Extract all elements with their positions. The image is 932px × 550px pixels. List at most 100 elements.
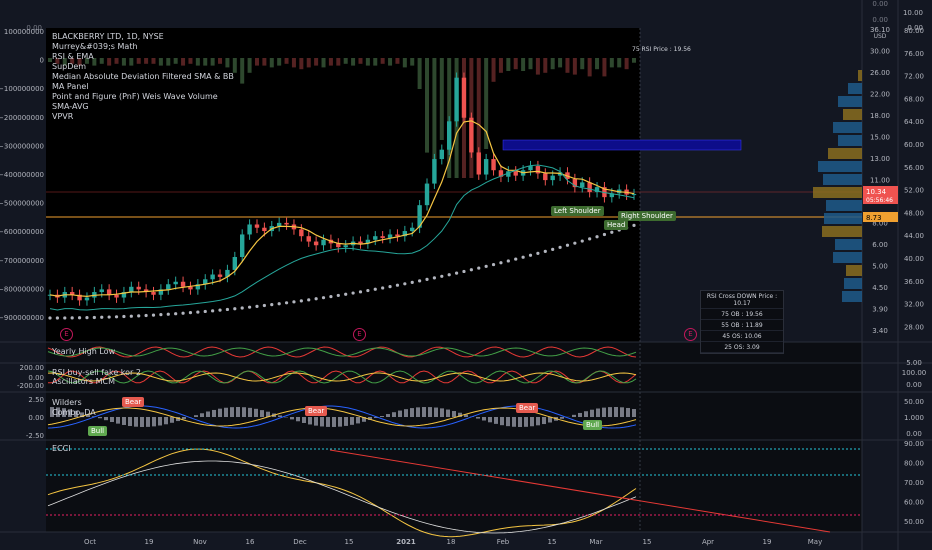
wilders-bar — [170, 417, 174, 423]
left-axis-tick: 0 — [40, 57, 44, 65]
candle-body — [483, 159, 489, 175]
weis-wave-bar — [203, 58, 208, 66]
weis-wave-bar — [609, 58, 614, 68]
candle-body — [491, 159, 496, 171]
candle-body — [528, 166, 533, 171]
wilders-bar — [242, 407, 246, 417]
wilders-bar — [632, 409, 636, 417]
candle-body — [188, 286, 193, 290]
weis-wave-bar — [121, 58, 126, 66]
sma-dot — [233, 307, 237, 311]
sma-dot — [403, 282, 407, 286]
earnings-badge[interactable]: E — [353, 328, 366, 341]
wilders-bar — [512, 417, 516, 427]
vpvr-bar — [824, 213, 862, 224]
vpvr-bar — [835, 239, 862, 250]
wilders-bar — [290, 417, 294, 420]
weis-wave-bar — [328, 58, 333, 66]
candle-body — [594, 187, 600, 193]
time-axis-tick: 15 — [345, 538, 354, 546]
weis-wave-bar — [136, 58, 141, 64]
price-axis-tick: 26.00 — [870, 69, 890, 77]
ecci-trendline — [329, 449, 831, 533]
weis-wave-bar — [535, 58, 540, 75]
candle-body — [358, 241, 363, 244]
vpvr-bar — [842, 291, 862, 302]
ma-line — [49, 120, 635, 298]
vpvr-bar — [844, 278, 862, 289]
left-shoulder-label: Left Shoulder — [551, 206, 604, 216]
sma-dot — [174, 312, 178, 316]
bull-signal: Bull — [583, 420, 603, 430]
wilders-bar — [416, 407, 420, 417]
weis-wave-bar — [439, 58, 444, 140]
weis-wave-bar — [521, 58, 526, 71]
wilders-bar — [500, 417, 504, 426]
sma-dot — [166, 312, 170, 316]
wilders-bar — [236, 407, 240, 417]
sma-dot — [129, 314, 133, 318]
bull-signal: Bull — [88, 426, 108, 436]
currency-label: USD — [874, 33, 887, 40]
wilders-bar — [104, 417, 108, 421]
pct-axis-tick: 80.00 — [904, 27, 924, 35]
weis-wave-bar — [299, 58, 304, 70]
sma-dot — [107, 315, 111, 319]
wilders-bar — [572, 414, 576, 417]
weis-wave-bar — [351, 58, 356, 66]
candle-body — [387, 234, 393, 238]
weis-wave-bar — [114, 58, 119, 64]
price-axis-tick: 3.90 — [872, 306, 888, 314]
ecci-tick: 60.00 — [904, 499, 924, 507]
sma-dot — [418, 279, 422, 283]
sma-dot — [344, 292, 348, 296]
weis-wave-bar — [565, 58, 570, 73]
candle-body — [158, 289, 164, 295]
candle-body — [106, 289, 112, 295]
candle-body — [143, 289, 149, 293]
earnings-badge[interactable]: E — [60, 328, 73, 341]
candle-body — [203, 279, 208, 285]
earnings-badge[interactable]: E — [684, 328, 697, 341]
time-axis-tick: May — [808, 538, 822, 546]
sma-dot — [63, 316, 67, 320]
time-axis-tick: Oct — [84, 538, 96, 546]
sma-dot — [255, 304, 259, 308]
wilders-bar — [476, 417, 480, 419]
candle-body — [195, 284, 201, 290]
wilders-bar — [248, 407, 252, 417]
wilders-bar — [356, 417, 360, 424]
sma-dot — [159, 313, 163, 317]
sma-dot — [336, 293, 340, 298]
weis-wave-bar — [151, 58, 156, 64]
wilders-bar — [518, 417, 522, 427]
indicator-panel — [46, 440, 862, 532]
sma-dot — [144, 313, 148, 318]
sma-dot — [314, 297, 318, 301]
wilders-bar — [374, 417, 378, 418]
vpvr-bar — [848, 83, 862, 94]
pct-axis-tick: 28.00 — [904, 323, 924, 331]
weis-wave-bar — [506, 58, 511, 71]
candle-body — [299, 229, 304, 237]
last-price-tag — [863, 186, 898, 204]
time-axis-tick: Mar — [589, 538, 602, 546]
weis-wave-bar — [70, 58, 75, 64]
pct-axis-tick: 40.00 — [904, 255, 924, 263]
candle-body — [77, 294, 82, 301]
candle-body — [69, 292, 75, 295]
vpvr-bar — [833, 252, 862, 263]
candle-body — [217, 274, 223, 277]
weis-wave-bar — [62, 58, 67, 66]
wilders-bar — [422, 407, 426, 417]
left-axis-tick: −100000000 — [0, 85, 44, 93]
sma-dot — [292, 300, 296, 304]
candle-body — [321, 239, 326, 246]
pct-axis-tick: 60.00 — [904, 141, 924, 149]
left-axis-tick: −500000000 — [0, 200, 44, 208]
bear-signal: Bear — [305, 406, 328, 416]
sma-dot — [307, 298, 311, 302]
wilders-bar — [254, 408, 258, 417]
wilders-bar — [200, 413, 204, 417]
